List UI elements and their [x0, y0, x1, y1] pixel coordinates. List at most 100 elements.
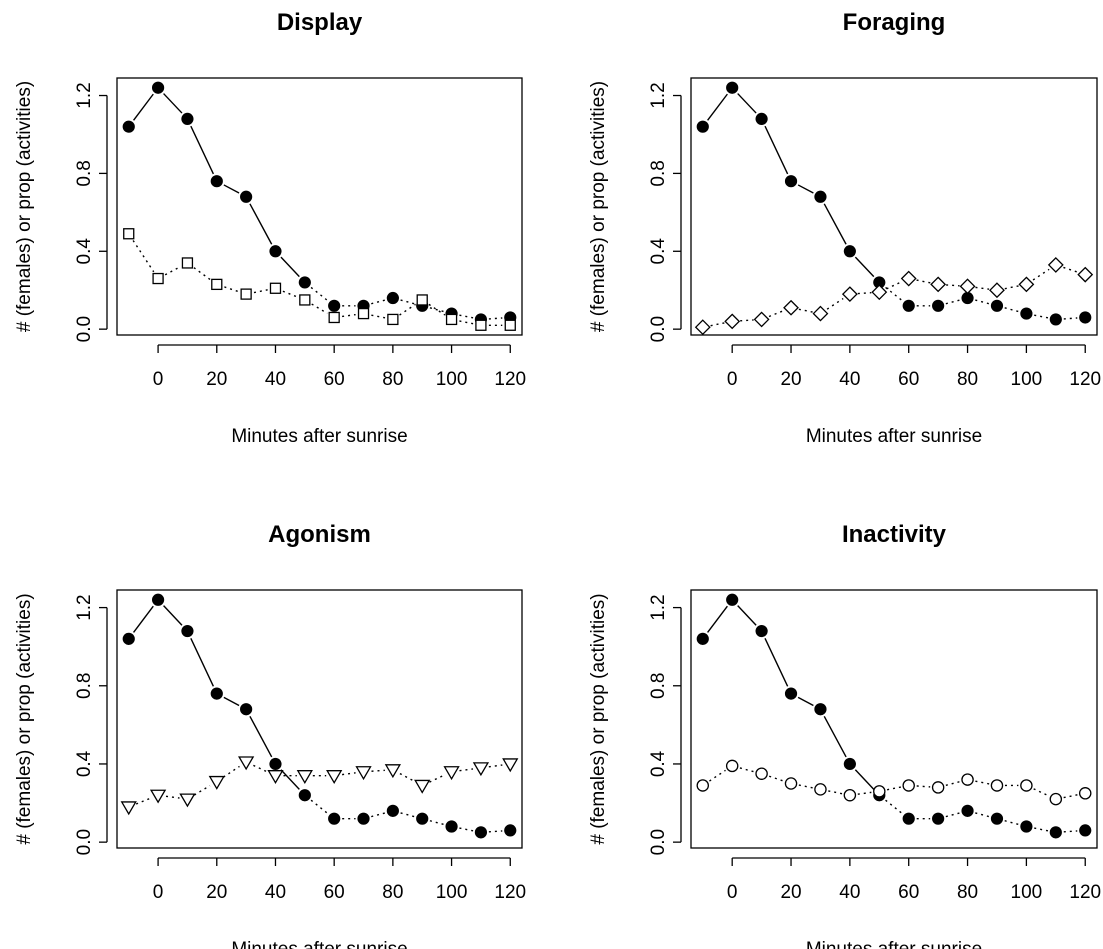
- data-point: [990, 812, 1004, 825]
- series-line-segment: [975, 299, 990, 305]
- data-point: [181, 624, 194, 638]
- data-point: [931, 781, 945, 794]
- data-point: [416, 294, 428, 306]
- data-point: [328, 311, 340, 324]
- y-axis: 0.0 0.4 0.8 1.2: [74, 82, 108, 342]
- series-filled-circle: [696, 81, 1092, 326]
- x-tick-label: 80: [957, 369, 978, 390]
- series-line-segment: [1063, 830, 1078, 833]
- data-point: [240, 190, 253, 203]
- data-point: [210, 687, 223, 700]
- series-line-segment: [249, 715, 273, 758]
- series-line-segment: [223, 184, 240, 194]
- series-line-segment: [764, 125, 789, 175]
- series-line-segment: [400, 299, 415, 305]
- series-line-segment: [768, 775, 784, 782]
- series-line-segment: [737, 605, 757, 626]
- data-point: [357, 812, 370, 825]
- x-tick-label: 80: [382, 369, 403, 390]
- data-point: [386, 291, 399, 305]
- data-point: [755, 767, 768, 780]
- series-line-segment: [400, 812, 415, 818]
- series-line-segment: [399, 303, 416, 316]
- x-tick-label: 60: [898, 369, 919, 390]
- data-point: [1049, 792, 1063, 806]
- chart-title: Display: [277, 9, 363, 36]
- data-point: [122, 120, 135, 133]
- series-line-segment: [823, 715, 847, 758]
- series-line-segment: [916, 785, 931, 788]
- series-line-segment: [488, 830, 503, 833]
- data-point: [237, 756, 255, 771]
- data-point: [726, 593, 739, 606]
- data-point: [122, 632, 135, 645]
- series-line-segment: [280, 256, 300, 278]
- data-point: [1079, 311, 1092, 324]
- plot-frame: [690, 77, 1098, 336]
- chart-title: Agonism: [268, 521, 371, 548]
- data-point: [753, 311, 770, 328]
- data-point: [1020, 779, 1033, 792]
- series-line-segment: [1034, 314, 1049, 319]
- y-tick-label: 1.2: [648, 594, 669, 620]
- panel-display: Display 0 20 40 60 80 100 120 Minutes after sunr…: [14, 9, 526, 447]
- x-tick-label: 60: [324, 369, 345, 390]
- data-point: [990, 299, 1004, 312]
- series-line-segment: [823, 203, 847, 245]
- series-line-segment: [253, 289, 268, 294]
- series-line-segment: [886, 786, 902, 791]
- data-point: [1020, 820, 1033, 833]
- data-point: [416, 812, 429, 825]
- data-point: [696, 632, 709, 645]
- data-point: [384, 764, 402, 779]
- data-point: [504, 824, 517, 837]
- series-line-segment: [854, 769, 875, 790]
- series-filled-circle: [122, 593, 517, 839]
- series-line-segment: [1004, 285, 1019, 290]
- y-axis-label: # (females) or prop (activities): [14, 593, 35, 844]
- series-filled-circle: [696, 593, 1092, 839]
- series-line-segment: [371, 299, 386, 305]
- data-point: [784, 687, 798, 700]
- data-point: [269, 282, 282, 294]
- data-point: [1049, 826, 1062, 839]
- y-tick-label: 0.4: [648, 238, 669, 265]
- series-line-segment: [885, 799, 903, 815]
- y-tick-label: 0.0: [648, 316, 669, 342]
- y-tick-label: 0.8: [74, 160, 95, 186]
- data-point: [181, 112, 194, 125]
- series-line-segment: [886, 281, 902, 290]
- x-tick-label: 80: [382, 882, 403, 903]
- series-line-segment: [826, 297, 844, 310]
- data-point: [814, 703, 827, 716]
- x-tick-label: 100: [1011, 882, 1043, 903]
- data-point: [961, 804, 974, 817]
- data-point: [814, 190, 827, 203]
- data-point: [414, 779, 431, 794]
- data-point: [152, 272, 164, 285]
- plot-frame: [116, 589, 523, 849]
- y-axis: 0.0 0.4 0.8 1.2: [648, 82, 682, 342]
- y-tick-label: 0.4: [74, 238, 95, 265]
- y-axis-label: # (females) or prop (activities): [14, 81, 35, 332]
- data-point: [386, 804, 399, 817]
- data-point: [873, 785, 886, 798]
- data-point: [240, 288, 252, 300]
- x-axis: 0 20 40 60 80 100 120: [153, 857, 526, 903]
- x-tick-label: 0: [727, 369, 738, 390]
- series-line-segment: [223, 696, 240, 707]
- x-tick-label: 40: [265, 369, 286, 390]
- series-line-segment: [132, 93, 154, 121]
- series-line-segment: [740, 319, 754, 322]
- x-tick-label: 0: [153, 882, 164, 903]
- x-axis: 0 20 40 60 80 100 120: [153, 344, 526, 390]
- series-line-segment: [1032, 268, 1050, 281]
- data-point: [902, 779, 915, 792]
- data-point: [843, 245, 856, 258]
- data-point: [240, 703, 253, 716]
- x-tick-label: 40: [839, 369, 860, 390]
- data-point: [1079, 824, 1092, 837]
- series-line-segment: [132, 605, 154, 633]
- x-tick-label: 60: [898, 882, 919, 903]
- data-point: [724, 313, 741, 330]
